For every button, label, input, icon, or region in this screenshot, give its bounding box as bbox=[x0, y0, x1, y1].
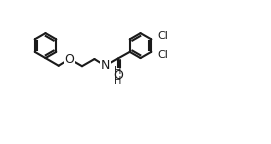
Text: H: H bbox=[114, 76, 121, 86]
Text: Cl: Cl bbox=[157, 50, 168, 60]
Text: H: H bbox=[114, 66, 121, 76]
Text: O: O bbox=[113, 69, 123, 82]
Text: Cl: Cl bbox=[157, 31, 168, 41]
Text: N: N bbox=[101, 59, 110, 72]
Text: O: O bbox=[64, 53, 75, 66]
